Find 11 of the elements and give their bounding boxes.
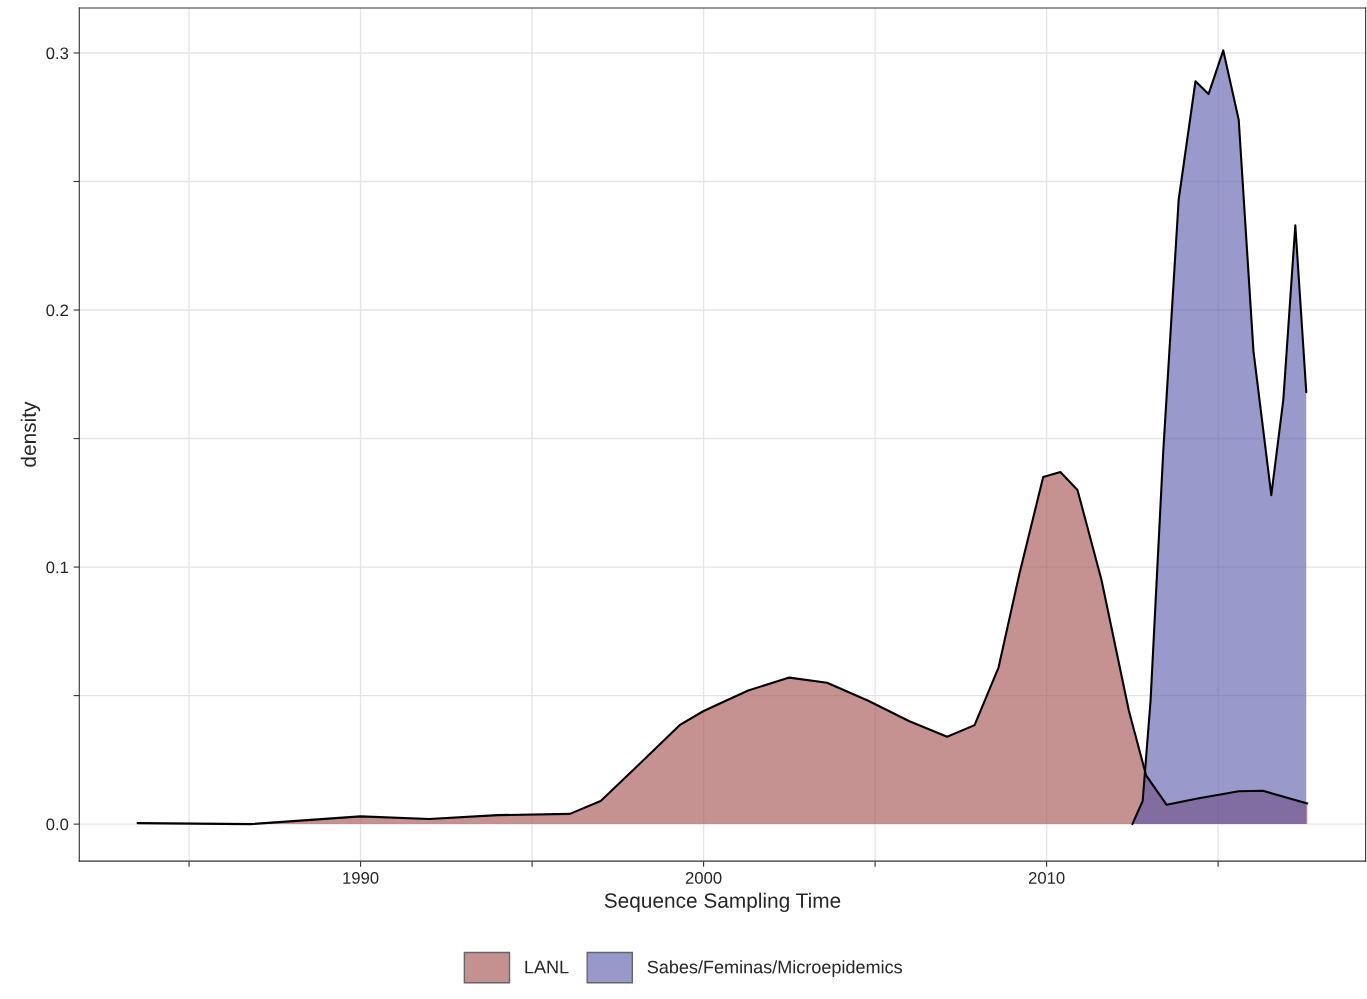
- y-tick-label: 0.3: [46, 47, 69, 60]
- legend-label: Sabes/Feminas/Microepidemics: [647, 960, 902, 978]
- y-tick-label: 0.1: [46, 561, 69, 574]
- x-axis-title: Sequence Sampling Time: [604, 892, 841, 913]
- x-tick-label: 2000: [685, 871, 722, 884]
- y-tick-label: 0.0: [46, 818, 69, 831]
- y-axis-title: density: [20, 401, 41, 467]
- x-tick-label: 2010: [1028, 871, 1065, 884]
- legend-label: LANL: [525, 960, 569, 974]
- y-tick-label: 0.2: [46, 304, 69, 317]
- x-tick-label: 1990: [343, 871, 379, 884]
